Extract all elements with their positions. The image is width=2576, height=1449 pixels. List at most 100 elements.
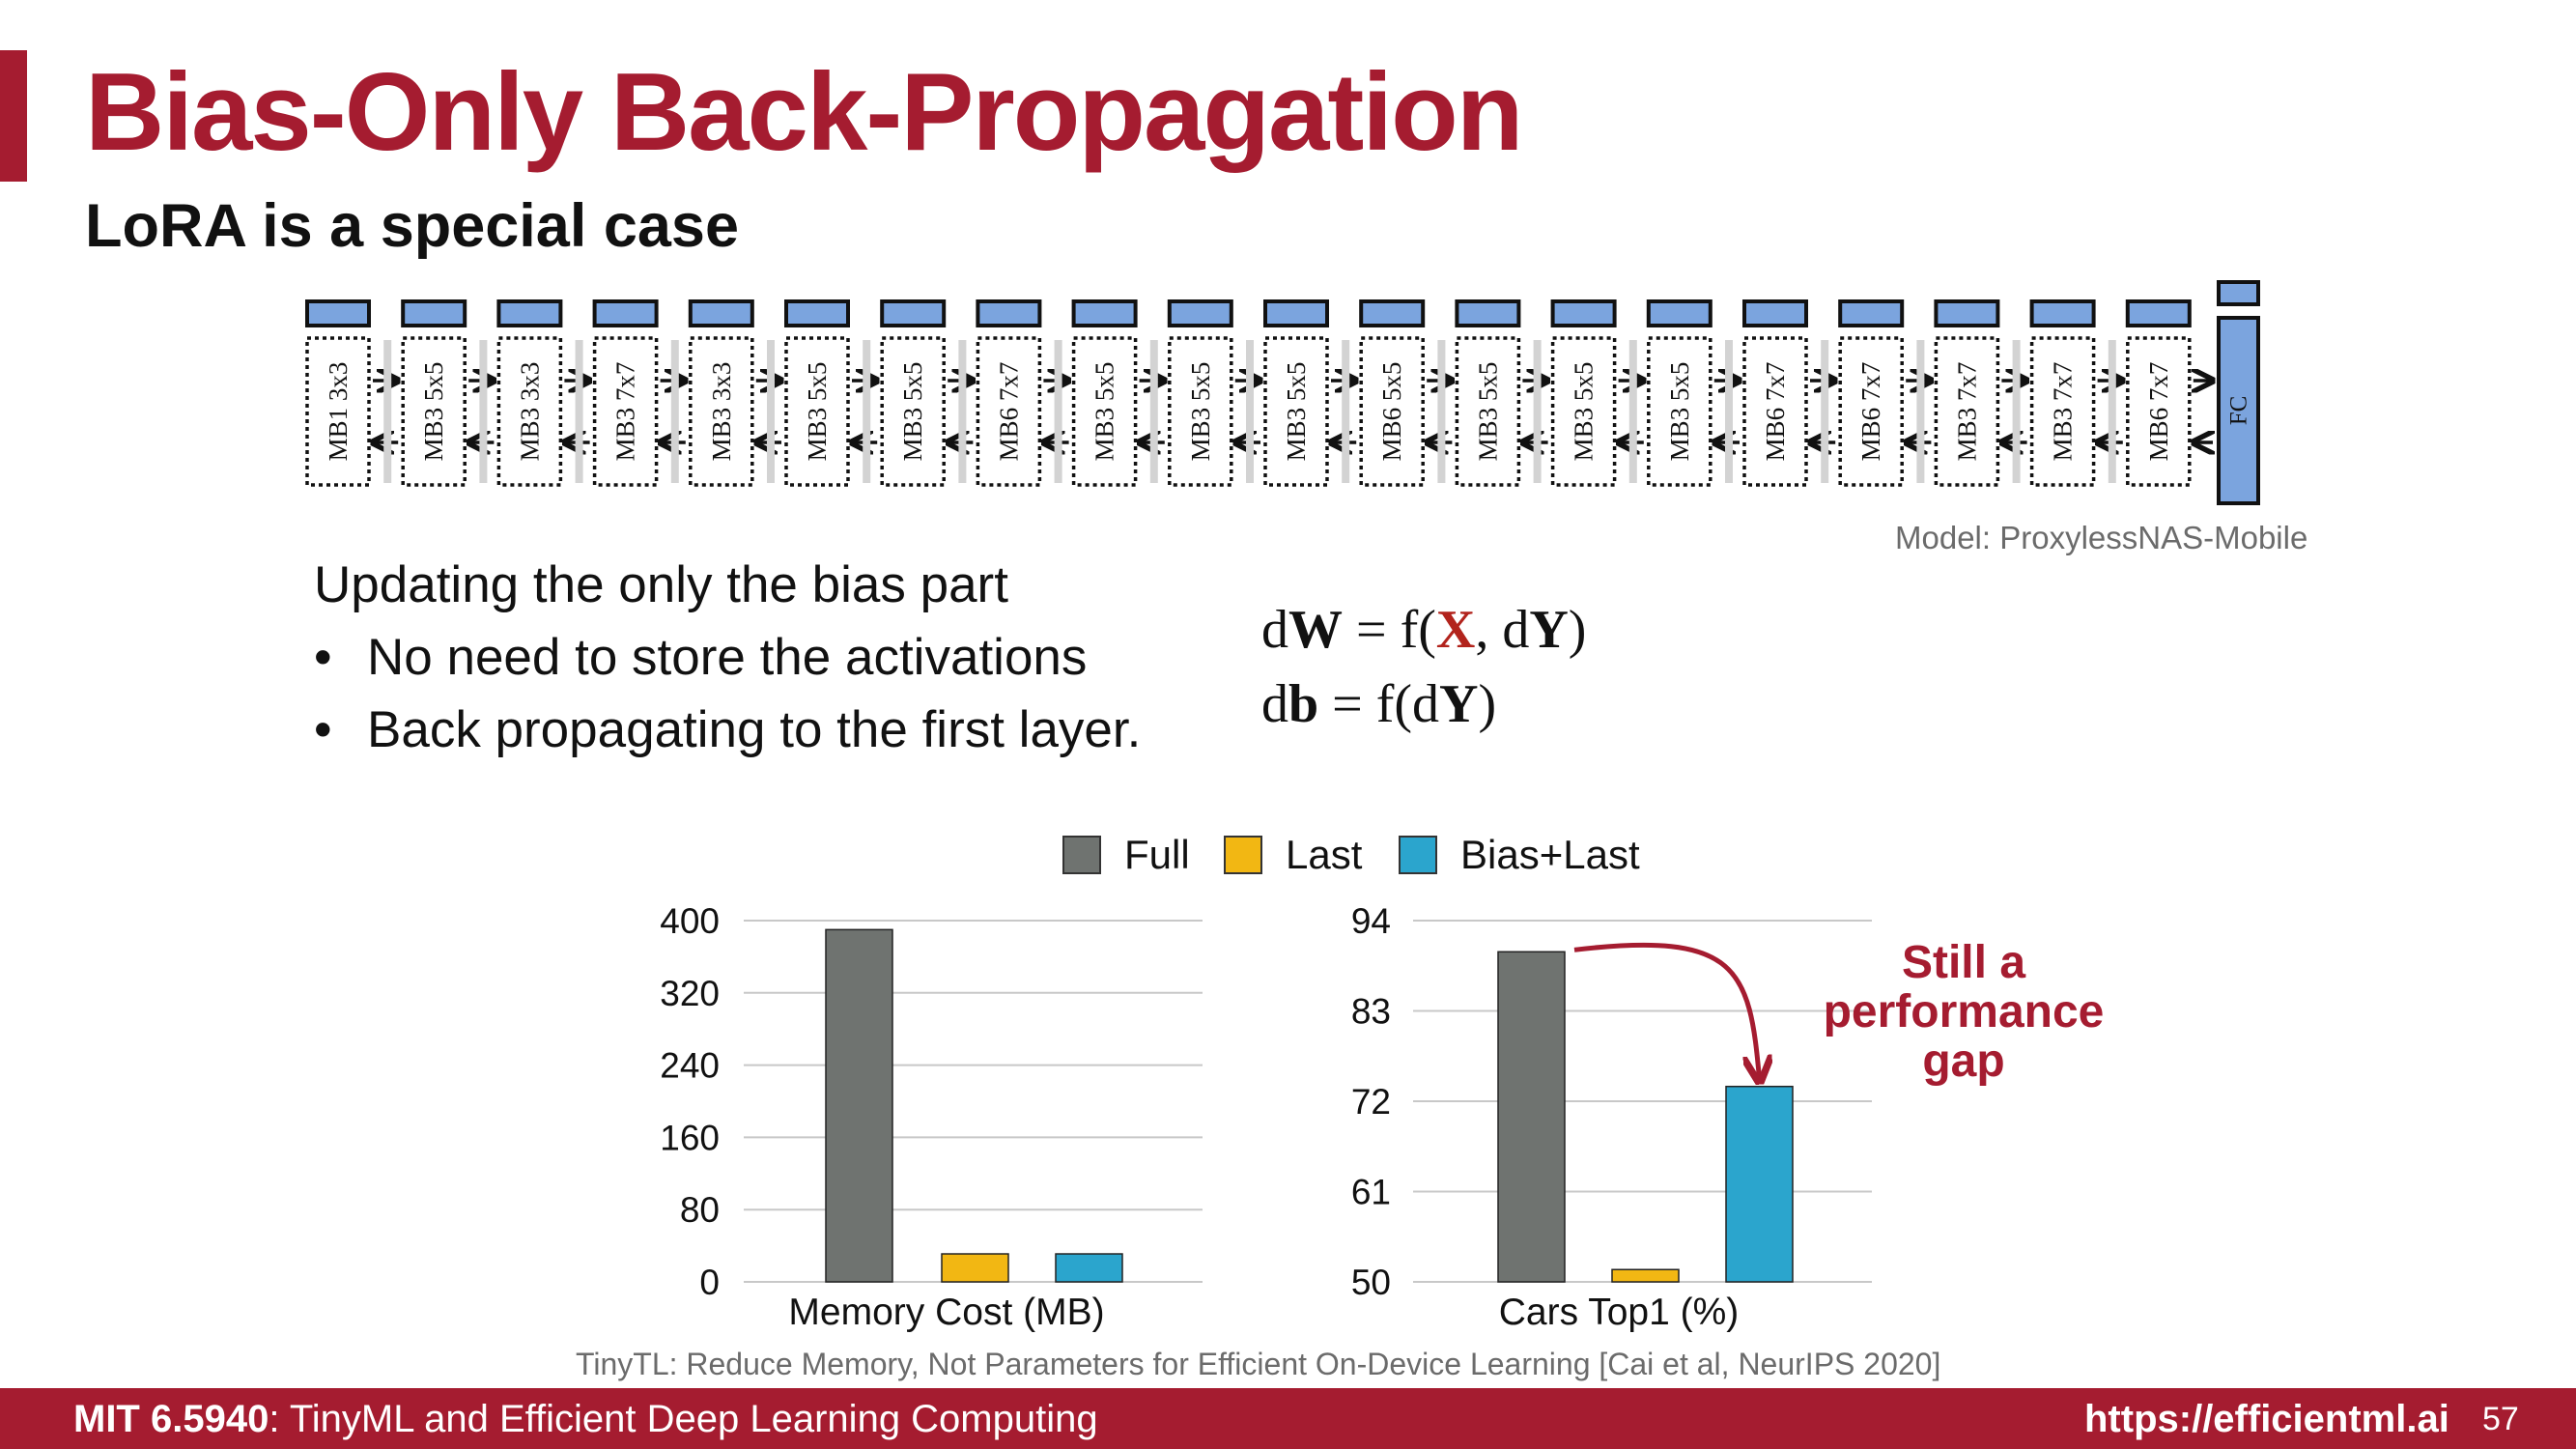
legend-swatch bbox=[1062, 836, 1101, 874]
layer-block bbox=[880, 336, 946, 487]
fc-block bbox=[2217, 316, 2260, 505]
bias-block bbox=[305, 299, 371, 327]
bullet-dot: • bbox=[314, 701, 332, 758]
bias-block bbox=[1742, 299, 1808, 327]
bias-block bbox=[496, 299, 563, 327]
bar-bias-last bbox=[1055, 1253, 1123, 1283]
network-diagram: MB1 3x3 MB3 5x5 MB3 3x3 MB3 7x7 MB3 3x3 MB3 5… bbox=[305, 280, 2260, 505]
bullet-dot: • bbox=[314, 629, 332, 686]
bias-block bbox=[1934, 299, 2000, 327]
y-tick-label: 240 bbox=[660, 1046, 720, 1086]
layer-block bbox=[401, 336, 467, 487]
layer-block bbox=[2126, 336, 2192, 487]
bullet-list: Updating the only the bias part • No need… bbox=[314, 549, 1141, 766]
course-title: MIT 6.5940: TinyML and Efficient Deep Le… bbox=[73, 1398, 1098, 1440]
layer-label: MB3 7x7 bbox=[1952, 362, 1981, 462]
layer-block bbox=[1550, 336, 1617, 487]
y-tick-label: 83 bbox=[1351, 992, 1391, 1032]
bias-block bbox=[2029, 299, 2096, 327]
activation-shadow bbox=[863, 340, 871, 483]
activation-shadow bbox=[1342, 340, 1350, 483]
layer-label: MB6 5x5 bbox=[1377, 362, 1406, 462]
activation-shadow bbox=[1149, 340, 1158, 483]
bias-block bbox=[401, 299, 467, 327]
fc-label: FC bbox=[2226, 396, 2252, 426]
layer-block bbox=[976, 336, 1042, 487]
course-url-link[interactable]: https://efficientml.ai bbox=[2084, 1398, 2449, 1440]
layer-label: MB6 7x7 bbox=[1761, 362, 1790, 462]
bullet-item: • Back propagating to the first layer. bbox=[314, 694, 1141, 766]
bias-block bbox=[2125, 299, 2192, 327]
bar-bias-last bbox=[1725, 1085, 1794, 1283]
y-tick-label: 80 bbox=[680, 1190, 720, 1230]
activation-shadow bbox=[2108, 340, 2116, 483]
y-tick-label: 72 bbox=[1351, 1082, 1391, 1122]
activation-shadow bbox=[2012, 340, 2021, 483]
x-axis-label: Cars Top1 (%) bbox=[1499, 1292, 1740, 1333]
bullet-text: No need to store the activations bbox=[367, 629, 1088, 686]
legend-swatch bbox=[1399, 836, 1437, 874]
bar-full bbox=[825, 928, 893, 1283]
bullet-text: Back propagating to the first layer. bbox=[367, 701, 1142, 758]
layer-label: MB3 5x5 bbox=[1186, 362, 1215, 462]
activation-shadow bbox=[958, 340, 967, 483]
layer-label: MB3 5x5 bbox=[1473, 362, 1502, 462]
layer-block bbox=[1455, 336, 1521, 487]
bias-block bbox=[976, 299, 1042, 327]
bar-full bbox=[1497, 951, 1566, 1283]
bias-block bbox=[1263, 299, 1329, 327]
layer-label: MB3 5x5 bbox=[1282, 362, 1311, 462]
page-number: 57 bbox=[2482, 1401, 2519, 1437]
layer-label: MB3 5x5 bbox=[1570, 362, 1599, 462]
layer-block bbox=[1168, 336, 1233, 487]
annotation-text: Still a bbox=[1902, 937, 2025, 988]
annotation-text: performance bbox=[1824, 986, 2105, 1037]
bias-block bbox=[592, 299, 659, 327]
equation-db: db = f(dY) bbox=[1261, 674, 1497, 734]
legend-label: Bias+Last bbox=[1460, 832, 1640, 877]
layer-label: MB3 7x7 bbox=[2049, 362, 2078, 462]
layer-block bbox=[1742, 336, 1808, 487]
footer-bar: MIT 6.5940: TinyML and Efficient Deep Le… bbox=[0, 1388, 2576, 1449]
layer-label: MB6 7x7 bbox=[1856, 362, 1885, 462]
layer-label: MB6 7x7 bbox=[2144, 362, 2173, 462]
layer-block bbox=[1071, 336, 1138, 487]
bias-block bbox=[784, 299, 850, 327]
y-tick-label: 160 bbox=[660, 1118, 720, 1157]
layer-block bbox=[1934, 336, 2000, 487]
layer-label: MB1 3x3 bbox=[324, 362, 353, 462]
activation-shadow bbox=[479, 340, 488, 483]
layer-block bbox=[592, 336, 659, 487]
layer-block bbox=[1263, 336, 1329, 487]
layer-label: MB6 7x7 bbox=[994, 362, 1023, 462]
activation-shadow bbox=[767, 340, 775, 483]
y-tick-label: 400 bbox=[660, 901, 720, 941]
layer-block bbox=[784, 336, 850, 487]
activation-shadow bbox=[1916, 340, 1925, 483]
layer-block bbox=[1359, 336, 1425, 487]
bias-block bbox=[1550, 299, 1617, 327]
layer-label: MB3 5x5 bbox=[419, 362, 448, 462]
fc-bias-block bbox=[2217, 280, 2260, 306]
legend-label: Full bbox=[1124, 832, 1190, 877]
legend-label: Last bbox=[1286, 832, 1363, 877]
x-axis-label: Memory Cost (MB) bbox=[788, 1292, 1104, 1333]
layer-block bbox=[1647, 336, 1713, 487]
slide-subtitle: LoRA is a special case bbox=[85, 192, 740, 260]
bar-charts: Full Last Bias+Last 0 80 160 240 320 400 Memory C… bbox=[660, 832, 2105, 1333]
bar-last bbox=[941, 1253, 1009, 1283]
activation-shadow bbox=[1821, 340, 1829, 483]
slide-title: Bias-Only Back-Propagation bbox=[85, 51, 1523, 174]
bias-block bbox=[688, 299, 754, 327]
layer-label: MB3 5x5 bbox=[803, 362, 832, 462]
layer-block bbox=[1838, 336, 1904, 487]
bias-block bbox=[1455, 299, 1521, 327]
bias-block bbox=[880, 299, 947, 327]
layer-label: MB3 3x3 bbox=[707, 362, 736, 462]
layer-block bbox=[689, 336, 754, 487]
y-tick-label: 61 bbox=[1351, 1173, 1391, 1212]
layer-block bbox=[496, 336, 563, 487]
annotation-text: gap bbox=[1922, 1036, 2004, 1087]
y-tick-label: 320 bbox=[660, 974, 720, 1013]
layer-label: MB3 5x5 bbox=[898, 362, 927, 462]
